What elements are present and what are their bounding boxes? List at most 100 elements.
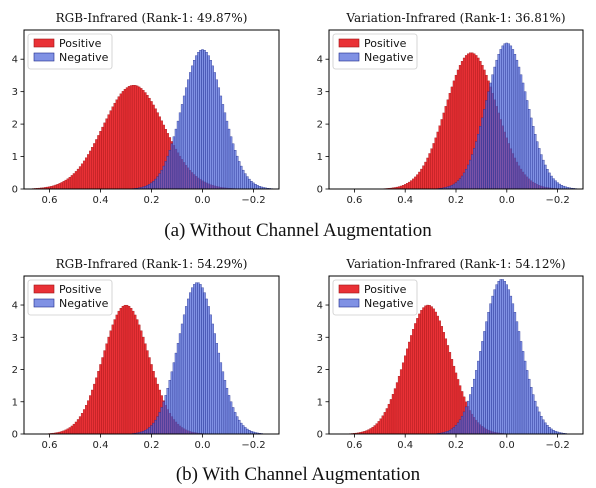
bar-negative: [529, 117, 533, 190]
bar-negative: [164, 395, 167, 435]
bar-negative: [223, 112, 227, 190]
chart-panel-2: Variation-Infrared (Rank-1: 36.81%) 0.6 0.…: [317, 11, 584, 206]
bar-positive: [379, 418, 383, 435]
bar-positive: [123, 89, 127, 190]
bar-positive: [70, 425, 74, 435]
y-tick-label: 3: [317, 333, 323, 344]
bar-negative: [176, 120, 180, 190]
bar-positive: [399, 369, 403, 435]
bar-negative: [256, 185, 259, 190]
bar-negative: [491, 74, 494, 190]
bar-negative: [464, 406, 468, 435]
bar-positive: [416, 174, 419, 190]
bar-negative: [534, 400, 537, 435]
bar-positive: [127, 305, 131, 435]
bar-positive: [62, 181, 65, 190]
y-tick-label: 0: [317, 185, 323, 196]
x-tick-label: 0.6: [42, 440, 58, 451]
bar-positive: [127, 86, 131, 190]
bar-negative: [240, 422, 243, 435]
bar-negative: [252, 182, 255, 190]
bar-negative: [248, 430, 251, 435]
bar-positive: [82, 409, 86, 435]
bar-positive: [91, 147, 94, 190]
bar-negative: [546, 425, 549, 435]
bar-negative: [201, 49, 204, 190]
bar-negative: [538, 148, 541, 190]
bar-positive: [138, 324, 141, 435]
bar-negative: [513, 54, 517, 190]
y-tick-label: 3: [12, 87, 18, 98]
bar-positive: [438, 320, 441, 435]
bar-positive: [432, 308, 435, 435]
legend-swatch-positive: [33, 284, 55, 294]
bar-positive: [66, 178, 70, 190]
bar-negative: [515, 321, 519, 435]
bar-positive: [68, 176, 72, 190]
bar-negative: [242, 425, 245, 435]
bar-negative: [505, 42, 508, 190]
bar-positive: [448, 352, 452, 435]
bar-positive: [446, 345, 450, 435]
bar-positive: [381, 415, 385, 435]
bar-positive: [129, 307, 133, 435]
bar-negative: [168, 150, 172, 190]
bar-negative: [497, 54, 500, 190]
bar-negative: [540, 416, 543, 435]
bar-negative: [546, 169, 549, 190]
bar-positive: [410, 335, 413, 435]
bar-positive: [123, 304, 127, 435]
bar-negative: [452, 427, 456, 435]
bar-negative: [519, 341, 523, 435]
bar-negative: [172, 136, 176, 190]
bar-positive: [140, 330, 143, 435]
y-tick-label: 1: [317, 152, 323, 163]
bar-positive: [452, 365, 456, 435]
bar-negative: [211, 65, 214, 190]
bar-negative: [213, 333, 216, 435]
bar-negative: [483, 109, 486, 190]
bar-positive: [119, 307, 123, 435]
bar-negative: [544, 422, 547, 435]
bar-negative: [209, 60, 212, 190]
bar-positive: [385, 408, 389, 435]
bar-positive: [401, 185, 405, 190]
bar-positive: [412, 329, 415, 435]
bar-positive: [107, 336, 110, 435]
legend-label-negative: Negative: [59, 51, 109, 64]
x-tick-label: 0.2: [144, 195, 160, 206]
y-tick-label: 0: [12, 185, 18, 196]
chart-title: Variation-Infrared (Rank-1: 36.81%): [345, 11, 565, 25]
bar-negative: [493, 66, 496, 190]
legend-swatch-negative: [338, 52, 360, 62]
bar-positive: [121, 305, 125, 435]
y-tick-label: 2: [12, 365, 18, 376]
bar-negative: [475, 141, 478, 190]
bar-positive: [76, 419, 80, 435]
y-tick-label: 2: [317, 120, 323, 131]
bar-positive: [426, 157, 429, 190]
bar-positive: [52, 185, 55, 190]
bar-positive: [391, 394, 395, 435]
bar-positive: [460, 61, 464, 190]
bar-positive: [99, 131, 102, 190]
bar-positive: [129, 85, 133, 190]
bar-negative: [166, 387, 170, 435]
legend-label-positive: Positive: [59, 283, 102, 296]
bar-positive: [412, 178, 415, 190]
bar-positive: [101, 126, 104, 190]
bar-negative: [523, 91, 527, 190]
bar-negative: [164, 161, 167, 190]
bar-negative: [499, 49, 502, 190]
bar-positive: [422, 165, 425, 190]
chart-panel-1: RGB-Infrared (Rank-1: 49.87%) 0.6 0.4 0.2 0.…: [12, 11, 280, 206]
bar-positive: [117, 310, 121, 435]
bar-positive: [410, 180, 413, 190]
bar-positive: [446, 99, 450, 190]
bar-negative: [172, 362, 176, 435]
bar-negative: [548, 172, 551, 190]
bar-negative: [481, 117, 484, 190]
bar-negative: [231, 143, 235, 190]
